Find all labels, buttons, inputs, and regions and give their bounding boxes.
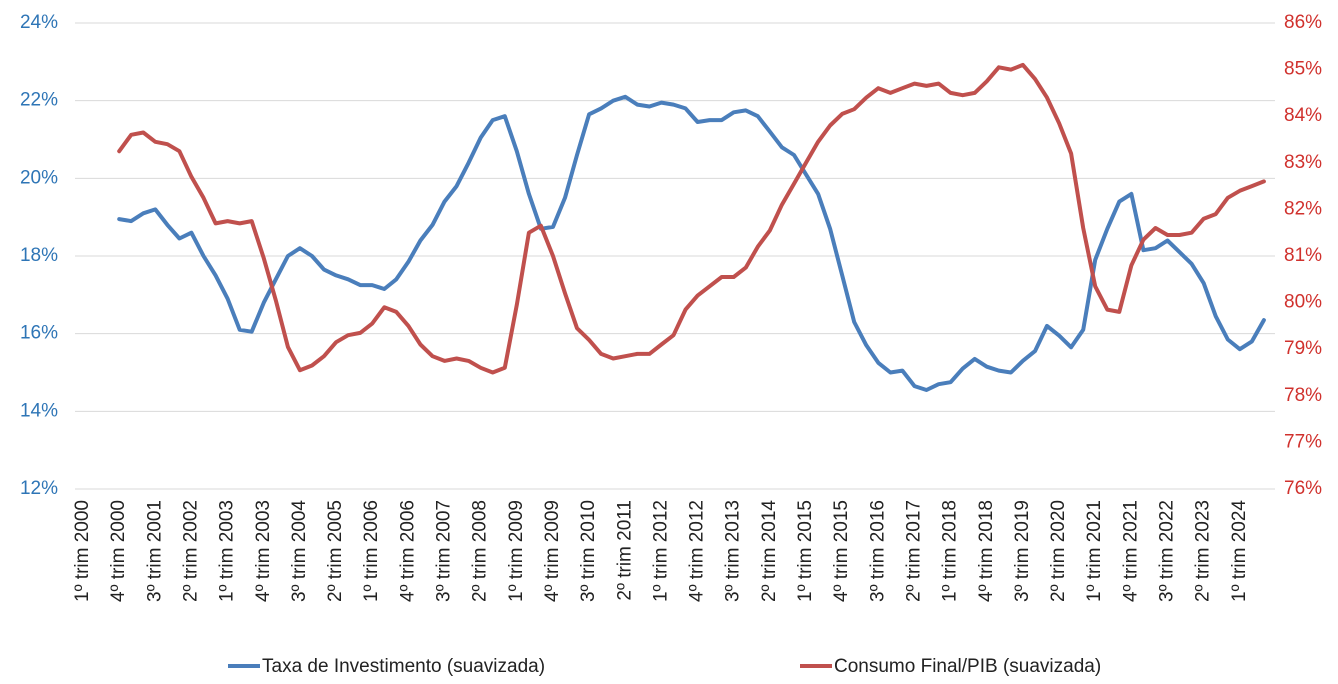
legend-label: Consumo Final/PIB (suavizada)	[834, 656, 1101, 677]
x-tick-label: 4º trim 2012	[687, 500, 708, 602]
x-tick-label: 1º trim 2009	[506, 500, 527, 602]
y2-tick-label: 81%	[1284, 245, 1322, 266]
x-tick-label: 1º trim 2024	[1229, 500, 1250, 602]
x-tick-label: 1º trim 2000	[72, 500, 93, 602]
x-tick-label: 2º trim 2002	[180, 500, 201, 602]
x-tick-label: 1º trim 2012	[650, 500, 671, 602]
x-tick-label: 3º trim 2022	[1157, 500, 1178, 602]
x-tick-label: 3º trim 2010	[578, 500, 599, 602]
y2-tick-label: 86%	[1284, 12, 1322, 33]
x-tick-label: 3º trim 2016	[867, 500, 888, 602]
x-tick-label: 2º trim 2017	[903, 500, 924, 602]
x-tick-label: 1º trim 2003	[217, 500, 238, 602]
y-tick-label: 16%	[20, 323, 58, 344]
y2-tick-label: 80%	[1284, 292, 1322, 313]
y-tick-label: 20%	[20, 167, 58, 188]
y2-tick-label: 78%	[1284, 385, 1322, 406]
x-tick-label: 1º trim 2021	[1084, 500, 1105, 602]
y-tick-label: 12%	[20, 478, 58, 499]
y-tick-label: 24%	[20, 12, 58, 33]
y2-tick-label: 83%	[1284, 152, 1322, 173]
x-tick-label: 3º trim 2001	[144, 500, 165, 602]
series-line	[117, 94, 1266, 392]
x-tick-label: 3º trim 2013	[723, 500, 744, 602]
x-tick-label: 2º trim 2020	[1048, 500, 1069, 602]
x-tick-label: 3º trim 2007	[434, 500, 455, 602]
y2-tick-label: 82%	[1284, 198, 1322, 219]
series-line	[117, 62, 1266, 375]
x-tick-label: 2º trim 2011	[614, 500, 635, 601]
x-tick-label: 4º trim 2000	[108, 500, 129, 602]
x-tick-label: 2º trim 2014	[759, 500, 780, 602]
x-tick-label: 1º trim 2015	[795, 500, 816, 602]
x-tick-label: 4º trim 2006	[397, 500, 418, 602]
y2-tick-label: 79%	[1284, 338, 1322, 359]
x-tick-label: 4º trim 2003	[253, 500, 274, 602]
y-tick-label: 14%	[20, 400, 58, 421]
x-tick-label: 1º trim 2006	[361, 500, 382, 602]
x-tick-label: 2º trim 2023	[1193, 500, 1214, 602]
x-tick-label: 1º trim 2018	[940, 500, 961, 602]
y2-tick-label: 84%	[1284, 105, 1322, 126]
x-tick-label: 2º trim 2008	[470, 500, 491, 602]
y2-tick-label: 85%	[1284, 59, 1322, 80]
x-tick-label: 3º trim 2019	[1012, 500, 1033, 602]
x-tick-label: 2º trim 2005	[325, 500, 346, 602]
y-tick-label: 18%	[20, 245, 58, 266]
x-tick-label: 4º trim 2021	[1120, 500, 1141, 602]
y2-tick-label: 76%	[1284, 478, 1322, 499]
x-tick-label: 4º trim 2018	[976, 500, 997, 602]
x-tick-label: 4º trim 2009	[542, 500, 563, 602]
x-tick-label: 3º trim 2004	[289, 500, 310, 602]
y-tick-label: 22%	[20, 90, 58, 111]
legend-label: Taxa de Investimento (suavizada)	[262, 656, 545, 677]
x-tick-label: 4º trim 2015	[831, 500, 852, 602]
y2-tick-label: 77%	[1284, 431, 1322, 452]
